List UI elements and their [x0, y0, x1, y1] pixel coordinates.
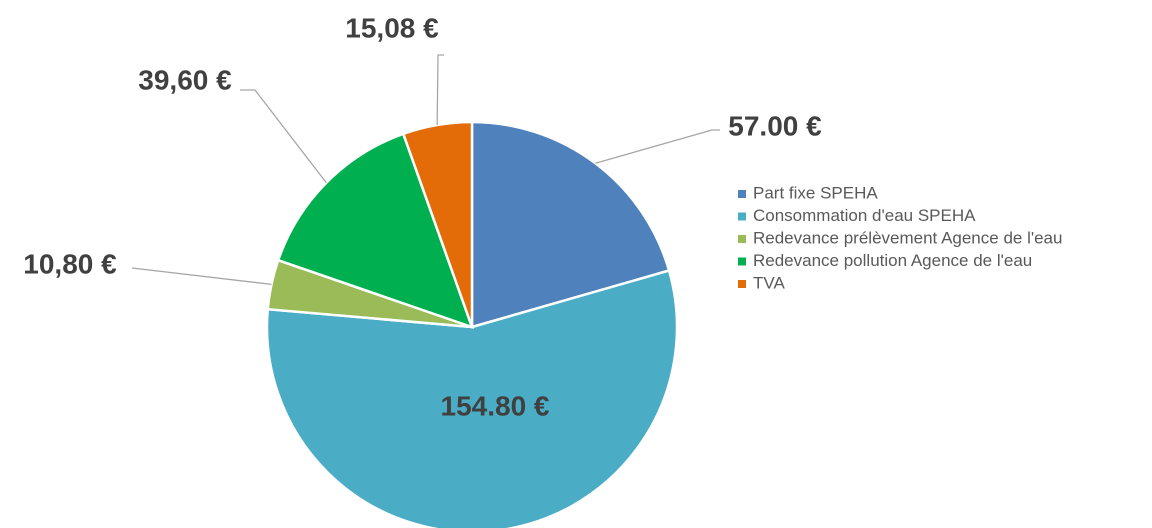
data-label: 154.80 €	[441, 390, 550, 421]
leader-line	[131, 267, 272, 286]
legend-swatch	[738, 257, 746, 266]
legend-label: TVA	[753, 273, 785, 292]
legend-label: Part fixe SPEHA	[753, 183, 878, 202]
data-label: 57.00 €	[728, 110, 822, 141]
pie-slice	[401, 120, 474, 328]
legend-label: Redevance prélèvement Agence de l'eau	[753, 228, 1062, 247]
leader-line	[595, 129, 720, 164]
data-label: 10,80 €	[23, 248, 117, 279]
legend-label: Redevance pollution Agence de l'eau	[753, 251, 1032, 270]
legend-swatch	[738, 212, 746, 221]
legend-label: Consommation d'eau SPEHA	[753, 206, 976, 225]
pie-slice	[470, 120, 671, 329]
legend-swatch	[738, 280, 746, 288]
legend-swatch	[738, 190, 746, 198]
pie-slice	[265, 268, 679, 528]
leader-line	[240, 89, 327, 184]
data-label: 39,60 €	[138, 64, 232, 95]
data-label: 15,08 €	[345, 12, 439, 43]
leader-line	[436, 54, 444, 125]
legend-swatch	[738, 235, 746, 243]
